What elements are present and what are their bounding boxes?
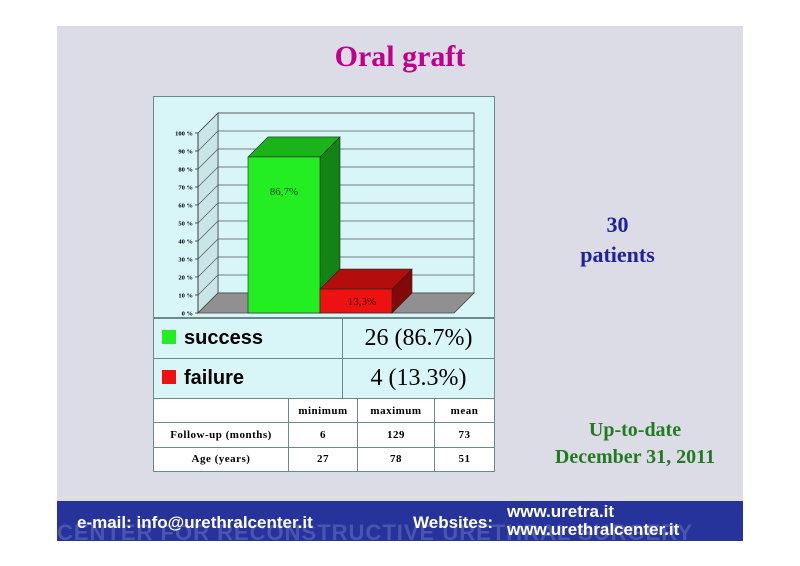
stats-row-age: Age (years) 27 78 51 [153,446,495,473]
uptodate-note: Up-to-date December 31, 2011 [530,417,740,471]
stats-cell-min: 27 [288,446,358,473]
legend-value-success: 26 (86.7%) [342,318,495,359]
stats-cell-mean: 51 [434,446,495,473]
gridline [197,130,474,152]
gridline [197,238,474,260]
footer-watermark: CENTER FOR RECONSTRUCTIVE URETHRAL SURGE… [57,520,694,541]
uptodate-line2: December 31, 2011 [554,446,716,468]
stats-row-label: Age (years) [153,446,289,473]
data-label-failure: 13,3% [348,296,376,308]
gridline [197,202,474,224]
stats-row-label: Follow-up (months) [153,422,289,448]
footer-banner: CENTER FOR RECONSTRUCTIVE URETHRAL SURGE… [57,501,743,541]
gridline [197,112,474,134]
y-tick-label: 50 % [178,221,193,228]
patients-count: 30 [606,212,629,237]
y-tick-label: 10 % [178,293,193,300]
success-swatch [162,329,176,344]
footer-url-urethralcenter[interactable]: www.urethralcenter.it [507,520,680,539]
stats-cell-max: 78 [357,446,435,473]
failure-swatch [162,369,176,384]
stats-header-row: minimum maximum mean [153,397,495,424]
legend-row-success: success 26 (86.7%) [153,318,495,359]
gridline [197,220,474,242]
stats-header-maximum: maximum [357,397,435,424]
bar-success [247,156,321,314]
footer-urls: www.uretra.it www.urethralcenter.it [507,503,679,539]
y-tick-label: 30 % [178,257,193,264]
stats-header-empty [153,397,289,424]
slide-title: Oral graft [334,40,466,73]
footer-websites-label: Websites: [413,513,493,532]
bar-chart: 0 % 10 % 20 % 30 % 40 % 50 % 60 % 70 % 80 % 90 % 1… [175,112,475,318]
legend-value-failure: 4 (13.3%) [342,358,495,399]
y-tick-label: 40 % [178,239,193,246]
stats-row-followup: Follow-up (months) 6 129 73 [153,422,495,448]
legend-label-failure: failure [184,367,245,389]
legend-row-failure: failure 4 (13.3%) [153,358,495,399]
stats-table: minimum maximum mean Follow-up (months) … [153,397,495,473]
stats-cell-mean: 73 [434,422,495,448]
chart-container: 0 % 10 % 20 % 30 % 40 % 50 % 60 % 70 % 80 % 90 % 1… [153,96,495,318]
legend-table: success 26 (86.7%) failure 4 (13.3%) [153,318,495,399]
y-tick-label: 90 % [178,149,193,156]
footer-url-uretra[interactable]: www.uretra.it [507,502,615,521]
legend-label-cell: success [153,318,343,359]
y-tick-label: 70 % [178,185,193,192]
gridline [197,148,474,170]
data-label-success: 86,7% [270,186,298,198]
patients-summary: 30 patients [565,210,670,270]
legend-label-cell: failure [153,358,343,399]
footer-email[interactable]: e-mail: info@urethralcenter.it [77,513,313,532]
y-tick-label: 60 % [178,203,193,210]
patients-label: patients [580,242,655,267]
uptodate-line1: Up-to-date [588,419,682,441]
bar-failure [319,288,393,314]
legend-label-success: success [184,327,263,349]
y-tick-label: 0 % [182,311,193,318]
y-tick-label: 20 % [178,275,193,282]
y-tick-label: 80 % [178,167,193,174]
stats-cell-max: 129 [357,422,435,448]
gridline [197,256,474,278]
stats-header-minimum: minimum [288,397,358,424]
gridline [197,166,474,188]
gridline [197,184,474,206]
stats-header-mean: mean [434,397,495,424]
y-tick-label: 100 % [175,131,193,138]
stats-cell-min: 6 [288,422,358,448]
